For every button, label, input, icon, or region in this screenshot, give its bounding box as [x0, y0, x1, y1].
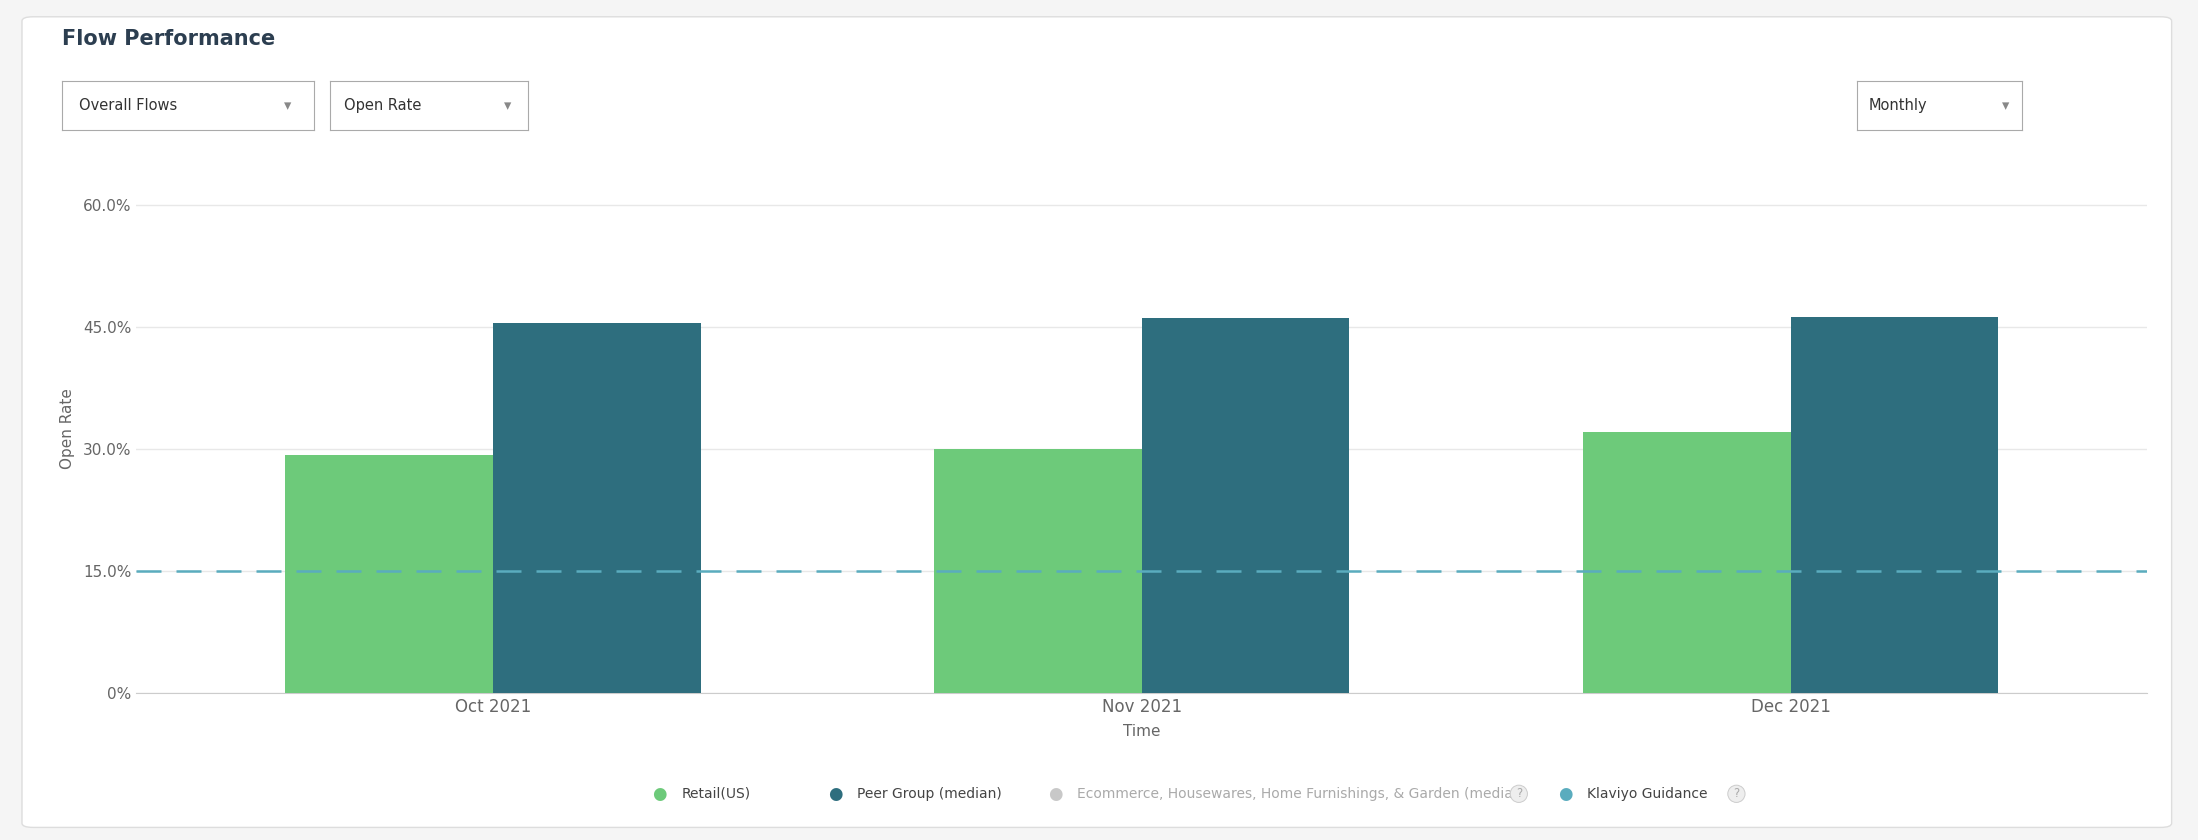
Text: ▾: ▾ [503, 98, 512, 113]
Text: ●: ● [1048, 785, 1062, 803]
X-axis label: Time: Time [1123, 724, 1161, 739]
Bar [492, 323, 701, 693]
Text: Monthly: Monthly [1868, 98, 1928, 113]
Text: Overall Flows: Overall Flows [79, 98, 178, 113]
Y-axis label: Open Rate: Open Rate [59, 388, 75, 469]
Text: Klaviyo Guidance: Klaviyo Guidance [1587, 787, 1708, 801]
Bar [934, 449, 1143, 693]
Text: ▾: ▾ [2002, 98, 2009, 113]
Text: ●: ● [829, 785, 842, 803]
Text: ?: ? [1517, 787, 1521, 801]
Bar [286, 455, 492, 693]
Bar [1791, 317, 1998, 693]
Text: ▾: ▾ [284, 98, 292, 113]
Text: Peer Group (median): Peer Group (median) [857, 787, 1002, 801]
Bar [1583, 433, 1791, 693]
Text: ●: ● [653, 785, 666, 803]
Text: Ecommerce, Housewares, Home Furnishings, & Garden (median): Ecommerce, Housewares, Home Furnishings,… [1077, 787, 1528, 801]
Text: ?: ? [1734, 787, 1739, 801]
Text: ●: ● [1558, 785, 1572, 803]
Bar [1143, 318, 1350, 693]
Text: Retail(US): Retail(US) [681, 787, 750, 801]
Text: Open Rate: Open Rate [343, 98, 422, 113]
Text: Flow Performance: Flow Performance [62, 29, 275, 50]
